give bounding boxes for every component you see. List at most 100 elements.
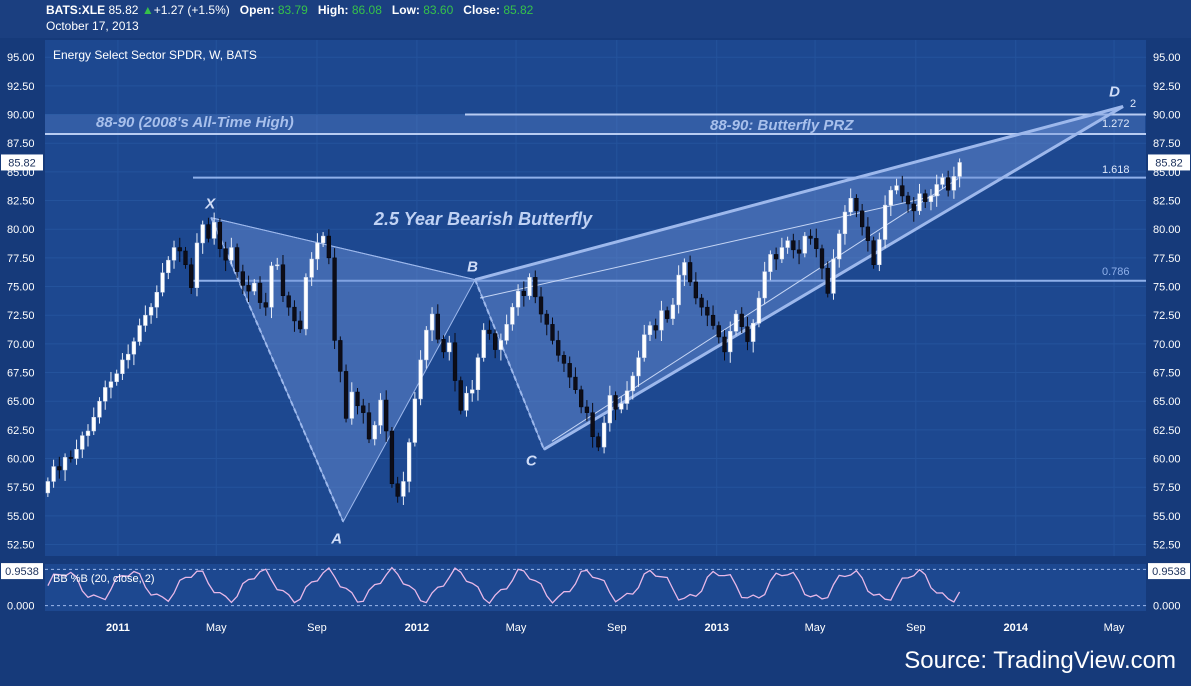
- y-tick-label-right: 82.50: [1153, 196, 1181, 208]
- candle-body: [785, 240, 790, 248]
- pattern-line-bd: [474, 105, 1124, 282]
- candle-body: [435, 313, 440, 340]
- y-tick-label-left: 87.50: [7, 138, 35, 150]
- x-tick-label: May: [206, 622, 227, 634]
- candle-body: [91, 417, 96, 432]
- candle-body: [556, 340, 561, 356]
- candle-body: [699, 297, 704, 308]
- candle-body: [550, 324, 555, 341]
- candle-body: [412, 398, 418, 443]
- pattern-point-label: A: [330, 531, 342, 548]
- y-tick-label-left: 60.00: [7, 454, 35, 466]
- candle-body: [160, 272, 165, 293]
- price-change: +1.27 (+1.5%): [153, 3, 230, 17]
- candle-body: [452, 342, 458, 381]
- last-price-text-left: 85.82: [8, 157, 36, 169]
- close-label: Close:: [463, 3, 500, 17]
- candle-body: [166, 259, 171, 274]
- candle-body: [590, 412, 595, 437]
- pattern-leg-xa: [210, 217, 345, 522]
- candle-body: [796, 249, 802, 254]
- candle-body: [510, 306, 515, 325]
- candle-body: [802, 235, 807, 254]
- candle-body: [659, 310, 664, 331]
- last-price-text-right: 85.82: [1155, 157, 1183, 169]
- osc-title: BB %B (20, close, 2): [53, 573, 155, 585]
- candle-body: [928, 195, 934, 202]
- candle-body: [68, 457, 73, 459]
- candle-body: [252, 282, 257, 292]
- candle-body: [234, 247, 240, 272]
- level-label-2: 2: [1130, 98, 1136, 110]
- candle-body: [854, 197, 859, 212]
- candle-body: [607, 395, 612, 424]
- candle-body: [751, 322, 756, 342]
- candle-body: [819, 248, 825, 269]
- candle-body: [103, 387, 108, 402]
- candle-body: [286, 295, 291, 308]
- osc-line: [47, 566, 961, 605]
- candle-body: [693, 281, 698, 299]
- candle-body: [292, 306, 297, 322]
- candle-body: [263, 302, 268, 308]
- candle-body: [51, 466, 56, 482]
- candle-body: [647, 325, 653, 335]
- candle-body: [579, 389, 584, 408]
- osc-value-tag-right: [1148, 563, 1190, 580]
- candle-body: [315, 242, 320, 260]
- y-tick-label-right: 77.50: [1153, 253, 1181, 265]
- candle-body: [120, 359, 125, 374]
- candle-body: [808, 235, 813, 239]
- candle-body: [206, 224, 211, 239]
- candle-body: [338, 340, 343, 372]
- candle-body: [441, 339, 446, 353]
- y-tick-label-left: 67.50: [7, 368, 35, 380]
- candle-body: [498, 340, 504, 350]
- oscillator-pane: [45, 564, 1146, 611]
- candle-body: [923, 193, 928, 202]
- level-label-1-618: 1.618: [1102, 164, 1130, 176]
- y-tick-label-left: 77.50: [7, 253, 35, 265]
- candle-body: [842, 211, 848, 235]
- candle-body: [343, 371, 349, 419]
- candle-body: [470, 389, 475, 394]
- pattern-point-label: X: [204, 196, 216, 213]
- candle-body: [246, 285, 251, 292]
- candle-body: [739, 313, 744, 327]
- up-arrow-icon: ▲: [141, 3, 154, 17]
- candle-body: [728, 331, 733, 353]
- candle-body: [481, 329, 486, 358]
- x-tick-label: 2011: [106, 622, 130, 634]
- y-tick-label-left: 57.50: [7, 482, 35, 494]
- x-tick-label: May: [506, 622, 527, 634]
- candle-body: [212, 222, 217, 239]
- candle-body: [487, 329, 492, 334]
- symbol-name[interactable]: BATS:XLE: [46, 3, 106, 17]
- candle-body: [779, 247, 785, 260]
- candle-body: [401, 481, 406, 497]
- x-tick-label: 2014: [1004, 622, 1029, 634]
- candle-body: [676, 274, 681, 306]
- close-value: 85.82: [503, 3, 534, 17]
- candle-body: [320, 235, 326, 244]
- candle-body: [303, 277, 309, 330]
- candle-body: [372, 425, 377, 440]
- level-label-1-272: 1.272: [1102, 118, 1130, 130]
- pattern-leg-bc: [474, 279, 545, 450]
- last-price-tag-left: [1, 154, 43, 171]
- candle-body: [389, 430, 395, 485]
- pattern-point-label: B: [467, 259, 478, 276]
- candle-body: [418, 359, 423, 400]
- y-tick-label-left: 80.00: [7, 224, 35, 236]
- candle-body: [946, 177, 951, 191]
- candle-body: [814, 238, 819, 249]
- y-tick-label-right: 87.50: [1153, 138, 1181, 150]
- candle-body: [326, 235, 331, 259]
- candle-body: [865, 226, 871, 241]
- osc-tick-right: 0.000: [1153, 601, 1181, 613]
- candle-body: [837, 233, 842, 260]
- candle-body: [951, 176, 957, 191]
- candle-body: [791, 240, 796, 251]
